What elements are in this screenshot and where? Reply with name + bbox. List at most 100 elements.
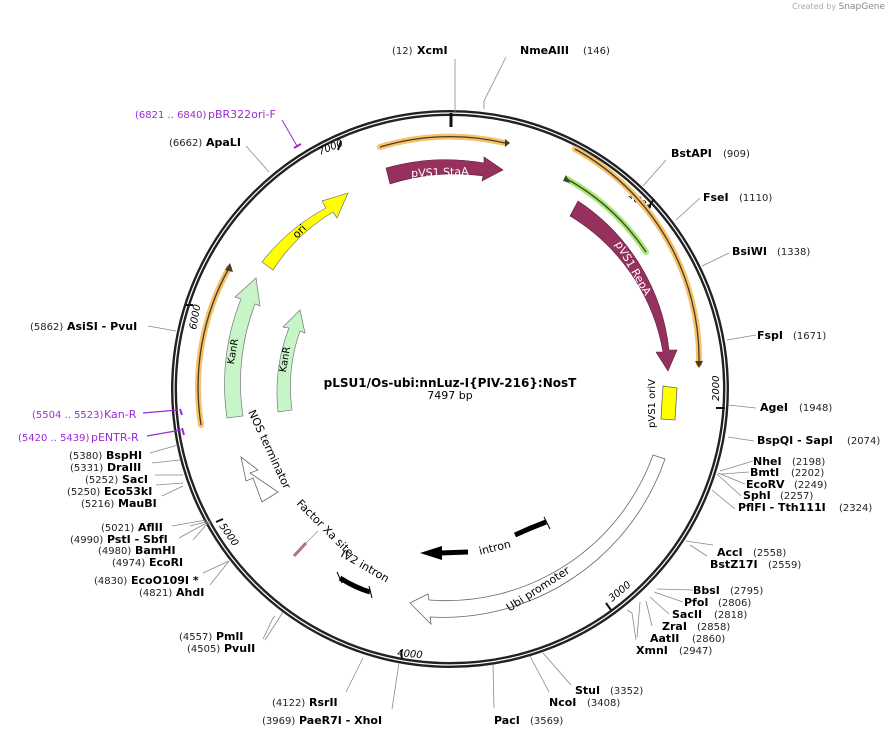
scale-ticks	[186, 140, 725, 660]
site-ahdi[interactable]: (4821) AhdI	[139, 586, 204, 599]
feature-kanr-1[interactable]: KanR	[224, 277, 261, 419]
site-pos: (5250)	[67, 487, 100, 498]
site-name: BmtI	[750, 466, 779, 479]
site-name: EcoO109I *	[131, 574, 199, 587]
site-name: Eco53kI	[104, 485, 152, 498]
site-pfoi[interactable]: PfoI (2806)	[684, 596, 751, 609]
site-pos: (5380)	[69, 451, 102, 462]
site-paci[interactable]: PacI (3569)	[494, 714, 563, 727]
site-stui[interactable]: StuI (3352)	[575, 684, 643, 697]
site-ecori[interactable]: (4974) EcoRI	[112, 556, 183, 569]
site-name: AgeI	[760, 401, 788, 414]
primer-kan-r[interactable]: (5504 .. 5523) Kan-R	[32, 408, 183, 421]
site-afiii[interactable]: (5021) AflII	[101, 521, 163, 534]
site-pos: (4830)	[94, 576, 127, 587]
site-psti-sbfi[interactable]: (4990) PstI - SbfI	[70, 533, 168, 546]
site-sphi[interactable]: SphI (2257)	[743, 489, 813, 502]
site-pos: (1110)	[739, 193, 772, 204]
label-kanr-1: KanR	[226, 338, 241, 365]
site-xcmi[interactable]: (12) XcmI	[392, 44, 448, 57]
site-pos: (146)	[583, 46, 610, 57]
site-ecorv[interactable]: EcoRV (2249)	[746, 478, 827, 491]
site-name: BstZ17I	[710, 558, 758, 571]
site-bstapi[interactable]: BstAPI (909)	[671, 147, 750, 160]
site-bsphi[interactable]: (5380) BspHI	[69, 449, 142, 462]
credit-prefix: Created by	[792, 2, 837, 11]
label-nos-terminator: NOS terminator	[245, 408, 293, 492]
site-agei[interactable]: AgeI (1948)	[760, 401, 832, 414]
site-bstz17i[interactable]: BstZ17I (2559)	[710, 558, 801, 571]
site-name: EcoRV	[746, 478, 785, 491]
site-aatii[interactable]: AatII (2860)	[650, 632, 725, 645]
tick-6000: 6000	[188, 304, 203, 331]
site-maubi[interactable]: (5216) MauBI	[81, 497, 157, 510]
orf-arrows	[195, 133, 703, 428]
feature-pvs1-staa[interactable]: pVS1 StaA	[385, 156, 504, 185]
site-bbsi[interactable]: BbsI (2795)	[693, 584, 763, 597]
site-bamhi[interactable]: (4980) BamHI	[98, 544, 176, 557]
site-sacii[interactable]: SacII (2818)	[672, 608, 747, 621]
site-pos: (5216)	[81, 499, 114, 510]
site-pos: (2860)	[692, 634, 725, 645]
site-name: AsiSI - PvuI	[67, 320, 137, 333]
site-pos: (2559)	[768, 560, 801, 571]
site-name: NcoI	[549, 696, 576, 709]
site-pos: (4821)	[139, 588, 172, 599]
site-name: NheI	[753, 455, 782, 468]
feature-intron[interactable]: intron	[420, 516, 551, 560]
site-name: PstI - SbfI	[107, 533, 168, 546]
site-bsiwi[interactable]: BsiWI (1338)	[732, 245, 810, 258]
site-pos: (5252)	[85, 475, 118, 486]
site-paer7i-xhoi[interactable]: (3969) PaeR7I - XhoI	[262, 714, 382, 727]
feature-kanr-2[interactable]: KanR	[276, 309, 306, 413]
site-name: DraIII	[107, 461, 141, 474]
site-pos: (2198)	[792, 457, 825, 468]
site-saci[interactable]: (5252) SacI	[85, 473, 148, 486]
site-draiii[interactable]: (5331) DraIII	[70, 461, 141, 474]
site-pflfi-tth111i[interactable]: PflFI - Tth111I (2324)	[738, 501, 872, 514]
site-name: AccI	[717, 546, 743, 559]
site-fspi[interactable]: FspI (1671)	[757, 329, 826, 342]
site-name: BamHI	[135, 544, 176, 557]
site-ecoo109i[interactable]: (4830) EcoO109I *	[94, 574, 199, 587]
site-zrai[interactable]: ZraI (2858)	[662, 620, 730, 633]
site-pos: (2806)	[718, 598, 751, 609]
site-name: PaeR7I - XhoI	[299, 714, 382, 727]
site-eco53ki[interactable]: (5250) Eco53kI	[67, 485, 152, 498]
site-apali[interactable]: (6662) ApaLI	[169, 136, 241, 149]
site-nhei[interactable]: NheI (2198)	[753, 455, 825, 468]
site-pvuii[interactable]: (4505) PvuII	[187, 642, 255, 655]
site-acci[interactable]: AccI (2558)	[717, 546, 786, 559]
feature-iv2-intron[interactable]: IV2 intron	[336, 547, 391, 599]
site-pos: (2249)	[794, 480, 827, 491]
site-pos: (3969)	[262, 716, 295, 727]
site-name: FseI	[703, 191, 729, 204]
tick-7000: 7000	[317, 138, 345, 158]
site-name: PflFI - Tth111I	[738, 501, 826, 514]
site-fsei[interactable]: FseI (1110)	[703, 191, 772, 204]
site-pmli[interactable]: (4557) PmlI	[179, 630, 243, 643]
label-pvs1-staa: pVS1 StaA	[411, 165, 469, 180]
site-bspqi-sapi[interactable]: BspQI - SapI (2074)	[757, 434, 880, 447]
site-ncoi[interactable]: NcoI (3408)	[549, 696, 620, 709]
label-pvs1-repa: pVS1 RepA	[612, 239, 654, 298]
site-pos: (12)	[392, 46, 413, 57]
site-asisi-pvui[interactable]: (5862) AsiSI - PvuI	[30, 320, 137, 333]
site-name: AatII	[650, 632, 679, 645]
site-bmti[interactable]: BmtI (2202)	[750, 466, 824, 479]
site-xmni[interactable]: XmnI (2947)	[636, 644, 712, 657]
site-pos: (2324)	[839, 503, 872, 514]
feature-nos-terminator[interactable]: NOS terminator	[240, 408, 294, 503]
primer-pentr-r[interactable]: (5420 .. 5439) pENTR-R	[18, 427, 185, 444]
site-rsrii[interactable]: (4122) RsrII	[272, 696, 338, 709]
primer-pbr322ori-f[interactable]: (6821 .. 6840) pBR322ori-F	[135, 108, 302, 149]
site-pos: (1671)	[793, 331, 826, 342]
site-nmeaiii[interactable]: NmeAIII (146)	[520, 44, 610, 57]
site-name: MauBI	[118, 497, 157, 510]
site-pos: (2257)	[780, 491, 813, 502]
feature-pvs1-oriv[interactable]: pVS1 oriV	[647, 379, 678, 428]
site-name: SacII	[672, 608, 702, 621]
feature-ori[interactable]: ori	[261, 192, 349, 271]
site-pos: (5331)	[70, 463, 103, 474]
